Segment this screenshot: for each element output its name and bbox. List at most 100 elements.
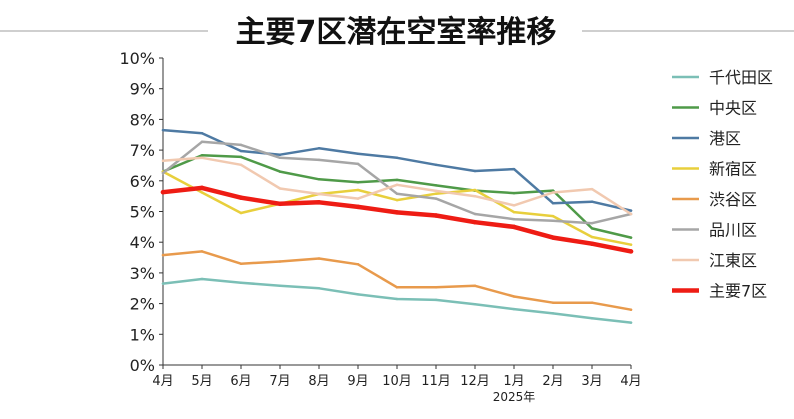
data-point bbox=[551, 219, 555, 222]
data-point bbox=[239, 143, 243, 147]
data-point bbox=[239, 211, 243, 215]
data-point bbox=[434, 298, 438, 302]
x-tick-label: 11月 bbox=[421, 374, 451, 389]
data-point bbox=[395, 183, 399, 187]
data-point bbox=[238, 195, 244, 200]
data-point bbox=[550, 235, 556, 240]
x-tick-label: 5月 bbox=[191, 374, 212, 389]
data-point bbox=[512, 217, 516, 221]
data-point bbox=[239, 281, 243, 284]
data-point bbox=[512, 307, 516, 311]
data-point bbox=[473, 188, 477, 192]
data-point bbox=[161, 128, 165, 132]
data-point bbox=[473, 212, 477, 216]
data-point bbox=[356, 152, 360, 156]
data-point bbox=[473, 302, 477, 306]
x-tick-label: 12月 bbox=[460, 374, 490, 389]
data-point bbox=[395, 192, 399, 195]
data-point bbox=[395, 286, 399, 289]
data-point bbox=[317, 178, 321, 181]
data-point bbox=[551, 301, 555, 304]
y-tick-label: 6% bbox=[130, 172, 155, 191]
x-year-label: 2025年 bbox=[493, 390, 536, 404]
data-point bbox=[590, 235, 594, 239]
data-point bbox=[356, 197, 360, 200]
data-point bbox=[473, 194, 477, 198]
data-point bbox=[317, 147, 321, 150]
legend-label: 新宿区 bbox=[709, 160, 757, 179]
data-point bbox=[512, 295, 516, 298]
data-point bbox=[590, 317, 594, 320]
data-point bbox=[434, 192, 438, 195]
data-point bbox=[590, 187, 594, 191]
legend-label: 主要7区 bbox=[709, 282, 767, 301]
legend-label: 江東区 bbox=[709, 251, 757, 270]
y-tick-label: 10% bbox=[119, 49, 155, 68]
data-point bbox=[316, 200, 322, 205]
data-point bbox=[628, 249, 634, 254]
data-point bbox=[161, 171, 165, 175]
y-tick-label: 7% bbox=[130, 141, 155, 160]
data-point bbox=[629, 236, 633, 239]
data-point bbox=[551, 214, 555, 218]
legend-label: 港区 bbox=[709, 129, 741, 148]
data-point bbox=[395, 156, 399, 160]
x-tick-label: 6月 bbox=[230, 374, 251, 389]
data-point bbox=[239, 149, 243, 153]
data-point bbox=[317, 192, 321, 196]
data-point bbox=[161, 282, 165, 285]
data-point bbox=[278, 260, 282, 263]
data-point bbox=[200, 191, 204, 194]
data-point bbox=[160, 189, 166, 195]
data-point bbox=[395, 297, 399, 301]
data-point bbox=[512, 191, 516, 195]
data-point bbox=[278, 153, 282, 156]
data-point bbox=[394, 210, 400, 215]
data-point bbox=[239, 163, 243, 167]
chart-title: 主要7区潜在空室率推移 bbox=[236, 15, 557, 50]
data-point bbox=[395, 178, 399, 182]
data-point bbox=[200, 131, 204, 135]
data-point bbox=[629, 321, 633, 324]
data-point bbox=[356, 162, 360, 166]
data-point bbox=[200, 140, 204, 144]
data-point bbox=[512, 210, 516, 214]
y-tick-label: 4% bbox=[130, 233, 155, 252]
data-point bbox=[434, 163, 438, 167]
x-tick-label: 9月 bbox=[347, 374, 368, 389]
data-point bbox=[200, 250, 204, 253]
x-tick-label: 7月 bbox=[269, 374, 290, 389]
y-tick-label: 5% bbox=[130, 203, 155, 222]
legend-label: 千代田区 bbox=[709, 68, 773, 87]
series-line bbox=[161, 277, 633, 324]
data-point bbox=[511, 224, 517, 230]
y-tick-label: 1% bbox=[130, 325, 155, 344]
data-point bbox=[356, 263, 360, 266]
data-point bbox=[161, 253, 165, 257]
series-line bbox=[161, 170, 633, 246]
data-point bbox=[395, 198, 399, 202]
data-point bbox=[590, 227, 594, 230]
data-point bbox=[589, 241, 595, 246]
data-point bbox=[551, 312, 555, 315]
y-tick-label: 3% bbox=[130, 264, 155, 283]
data-point bbox=[551, 201, 555, 205]
series-line bbox=[161, 250, 633, 311]
data-point bbox=[434, 189, 438, 193]
data-point bbox=[473, 169, 477, 173]
data-point bbox=[434, 286, 438, 289]
data-point bbox=[629, 209, 633, 212]
data-point bbox=[199, 185, 205, 191]
data-point bbox=[551, 191, 555, 194]
data-point bbox=[355, 204, 361, 210]
data-point bbox=[356, 181, 360, 184]
data-point bbox=[277, 201, 283, 207]
data-point bbox=[434, 197, 438, 200]
data-point bbox=[278, 187, 282, 190]
x-tick-label: 10月 bbox=[382, 374, 412, 389]
data-point bbox=[356, 188, 360, 192]
series-group bbox=[160, 128, 634, 324]
